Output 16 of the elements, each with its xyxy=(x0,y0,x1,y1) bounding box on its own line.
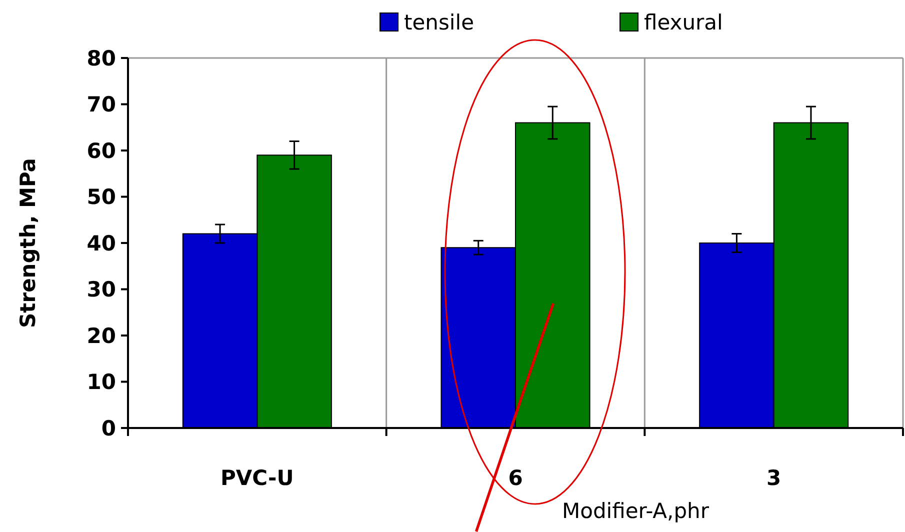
legend-label: tensile xyxy=(404,10,474,34)
y-tick-label: 70 xyxy=(86,92,116,117)
y-tick-label: 80 xyxy=(86,46,116,70)
y-tick-label: 10 xyxy=(86,370,116,394)
y-tick-label: 0 xyxy=(101,416,116,440)
y-tick-label: 50 xyxy=(86,185,116,210)
legend-label: flexural xyxy=(644,10,723,34)
y-axis-title: Strength, MPa xyxy=(16,158,40,328)
y-tick-label: 30 xyxy=(86,278,116,302)
y-tick-label: 60 xyxy=(86,138,116,163)
y-tick-label: 20 xyxy=(86,324,116,348)
y-tick-label: 40 xyxy=(86,231,116,256)
x-tick-label: 6 xyxy=(508,466,523,490)
x-tick-label: 3 xyxy=(766,466,782,490)
x-tick-label: PVC-U xyxy=(220,466,294,490)
x-axis-title: Modifier-A,phr xyxy=(562,499,710,523)
